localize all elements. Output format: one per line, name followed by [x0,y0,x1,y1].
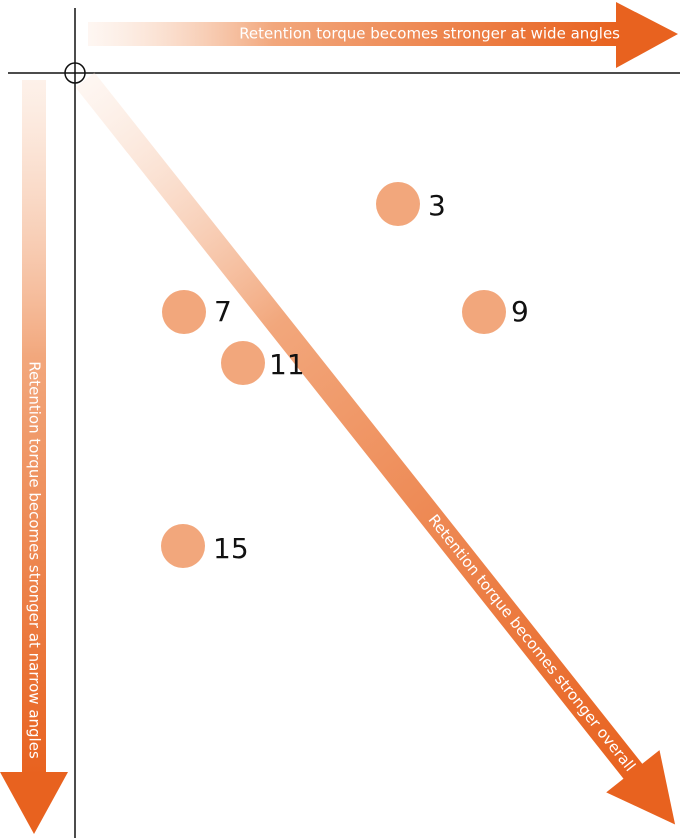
point: 15 [161,524,249,568]
horizontal-arrow: Retention torque becomes stronger at wid… [88,2,678,68]
arrow-label: Retention torque becomes stronger overal… [425,511,639,775]
point: 9 [462,290,529,334]
point-marker [161,524,205,568]
point-marker [221,341,265,385]
arrow-shaft [75,72,645,782]
arrow-shaft [22,80,46,775]
origin-marker [64,62,86,84]
point-label: 11 [269,348,305,381]
point-marker [376,182,420,226]
point: 11 [221,341,305,385]
arrow-head [606,750,676,825]
arrow-head [0,772,68,834]
point-marker [462,290,506,334]
arrow-shaft [88,22,618,46]
point: 3 [376,182,446,226]
point-label: 3 [428,189,446,222]
vertical-arrow: Retention torque becomes stronger at nar… [0,80,68,834]
point-marker [162,290,206,334]
arrow-head [616,2,678,68]
point-label: 15 [213,532,249,565]
arrow-label: Retention torque becomes stronger at nar… [26,361,44,759]
point-label: 9 [511,295,529,328]
arrow-label: Retention torque becomes stronger at wid… [239,25,620,43]
point-label: 7 [214,295,232,328]
diagonal-arrow: Retention torque becomes stronger overal… [75,72,676,825]
point: 7 [162,290,232,334]
